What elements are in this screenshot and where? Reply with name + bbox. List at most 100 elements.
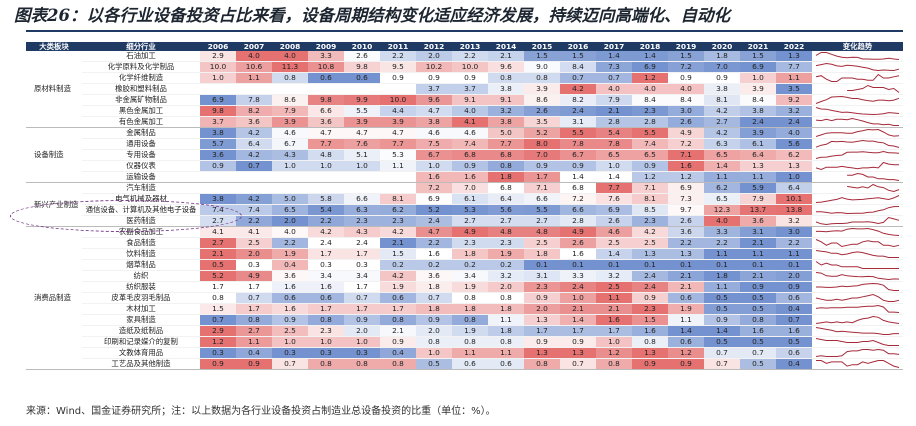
value-cell: 2.2 xyxy=(236,215,272,227)
value-cell: 6.5 xyxy=(596,149,632,161)
value-cell: 0.6 xyxy=(380,292,416,304)
value-cell: 3.3 xyxy=(704,226,740,238)
value-cell: 1.7 xyxy=(308,248,344,260)
header-year: 2018 xyxy=(632,42,668,51)
value-cell: 6.5 xyxy=(704,193,740,205)
value-cell: 0.9 xyxy=(452,72,488,84)
value-cell: 1.4 xyxy=(632,51,668,62)
table-row: 饮料制造 2.1 2.0 1.9 1.7 1.7 1.5 1.6 1.8 1.9 1.8 1.6 1.4… xyxy=(26,248,903,260)
value-cell: 0.6 xyxy=(668,336,704,348)
value-cell: 7.0 xyxy=(452,182,488,194)
value-cell: 1.4 xyxy=(596,248,632,260)
value-cell: 5.2 xyxy=(416,204,452,216)
value-cell: 1.8 xyxy=(452,303,488,315)
value-cell: 9.0 xyxy=(524,61,560,73)
value-cell: 0.9 xyxy=(524,336,560,348)
value-cell xyxy=(344,171,380,183)
value-cell: 2.7 xyxy=(488,215,524,227)
value-cell: 4.0 xyxy=(632,83,668,95)
trend-line xyxy=(815,161,899,171)
value-cell: 2.4 xyxy=(344,237,380,249)
value-cell: 1.1 xyxy=(704,171,740,183)
value-cell: 0.9 xyxy=(380,336,416,348)
value-cell: 0.7 xyxy=(272,358,308,370)
value-cell: 4.9 xyxy=(452,226,488,238)
value-cell: 0.6 xyxy=(776,347,812,359)
industry-name: 石油加工 xyxy=(82,51,200,62)
value-cell: 0.8 xyxy=(308,358,344,370)
value-cell xyxy=(380,171,416,183)
value-cell: 3.6 xyxy=(200,149,236,161)
value-cell: 1.6 xyxy=(416,248,452,260)
value-cell: 2.4 xyxy=(560,105,596,117)
value-cell: 5.4 xyxy=(596,127,632,139)
value-cell: 0.9 xyxy=(524,292,560,304)
value-cell: 10.0 xyxy=(380,94,416,106)
value-cell: 2.0 xyxy=(236,248,272,260)
value-cell: 0.8 xyxy=(524,72,560,84)
value-cell: 0.9 xyxy=(452,160,488,172)
industry-name: 金属制品 xyxy=(82,127,200,139)
trend-sparkline xyxy=(816,282,899,291)
value-cell: 6.2 xyxy=(380,204,416,216)
table-row: 电气机械及器材 3.8 4.2 5.0 5.8 6.6 8.1 6.9 6.1 6.4 6.6 7.2… xyxy=(26,193,903,205)
industry-name: 有色金属加工 xyxy=(82,116,200,128)
value-cell: 3.0 xyxy=(668,105,704,117)
value-cell: 0.9 xyxy=(704,72,740,84)
value-cell: 6.7 xyxy=(272,138,308,150)
value-cell: 2.4 xyxy=(308,237,344,249)
chart-title: 图表26：以各行业设备投资占比来看，设备周期结构变化适应经济发展，持续迈向高端化… xyxy=(14,6,730,25)
value-cell: 1.6 xyxy=(272,281,308,293)
industry-name: 电气机械及器材 xyxy=(82,193,200,205)
value-cell: 1.6 xyxy=(740,325,776,337)
table-row: 非金属矿物制品 6.9 7.8 8.6 9.8 9.9 10.0 9.6 9.1 9.1 8.6 8.… xyxy=(26,94,903,106)
value-cell: 1.2 xyxy=(632,171,668,183)
table-row: 原材料制造 石油加工 2.9 4.0 4.0 3.3 2.6 2.2 2.0 2.2 2.1 1.5 1… xyxy=(26,51,903,128)
value-cell: 2.6 xyxy=(560,237,596,249)
value-cell: 1.2 xyxy=(596,347,632,359)
table-row: 纺织服装 1.7 1.7 1.6 1.6 1.7 1.9 1.8 1.9 2.0 2.3 2.4 2.5… xyxy=(26,281,903,293)
value-cell: 0.1 xyxy=(776,259,812,271)
trend-line xyxy=(847,172,900,181)
category-cell: 设备制造 xyxy=(26,127,82,183)
value-cell: 2.1 xyxy=(380,325,416,337)
trend-sparkline-cell xyxy=(812,149,903,161)
value-cell: 8.4 xyxy=(632,94,668,106)
value-cell: 4.0 xyxy=(704,215,740,227)
value-cell: 6.8 xyxy=(488,149,524,161)
value-cell: 7.7 xyxy=(488,138,524,150)
value-cell: 3.6 xyxy=(236,116,272,128)
value-cell: 2.6 xyxy=(524,105,560,117)
value-cell: 6.4 xyxy=(776,182,812,194)
value-cell: 5.2 xyxy=(524,127,560,139)
trend-sparkline xyxy=(815,216,900,226)
value-cell: 3.0 xyxy=(776,226,812,238)
value-cell: 4.2 xyxy=(236,149,272,161)
value-cell: 2.1 xyxy=(668,270,704,282)
value-cell: 4.1 xyxy=(200,226,236,238)
value-cell: 7.6 xyxy=(596,193,632,205)
header-year: 2012 xyxy=(416,42,452,51)
trend-sparkline xyxy=(815,195,900,203)
value-cell: 1.4 xyxy=(668,325,704,337)
value-cell: 13.8 xyxy=(776,204,812,216)
value-cell: 0.9 xyxy=(272,314,308,326)
value-cell: 0.8 xyxy=(344,358,380,370)
trend-sparkline-cell xyxy=(812,127,903,139)
value-cell: 1.3 xyxy=(632,347,668,359)
trend-sparkline-cell xyxy=(812,292,903,304)
value-cell: 7.4 xyxy=(452,138,488,150)
table-row: 新兴产业制造 汽车制造 7.2 7.0 6.8 7.1 6.8 7.7 7.1 6.9 6.2 5.9… xyxy=(26,182,903,227)
value-cell: 1.1 xyxy=(380,160,416,172)
trend-line xyxy=(815,73,900,82)
value-cell: 0.9 xyxy=(200,358,236,370)
trend-sparkline-cell xyxy=(812,83,903,95)
value-cell: 1.2 xyxy=(668,347,704,359)
header-year: 2021 xyxy=(740,42,776,51)
value-cell: 10.0 xyxy=(452,61,488,73)
value-cell: 7.8 xyxy=(596,138,632,150)
value-cell: 2.4 xyxy=(632,281,668,293)
value-cell: 6.5 xyxy=(272,204,308,216)
value-cell: 6.6 xyxy=(344,193,380,205)
value-cell: 7.4 xyxy=(200,204,236,216)
